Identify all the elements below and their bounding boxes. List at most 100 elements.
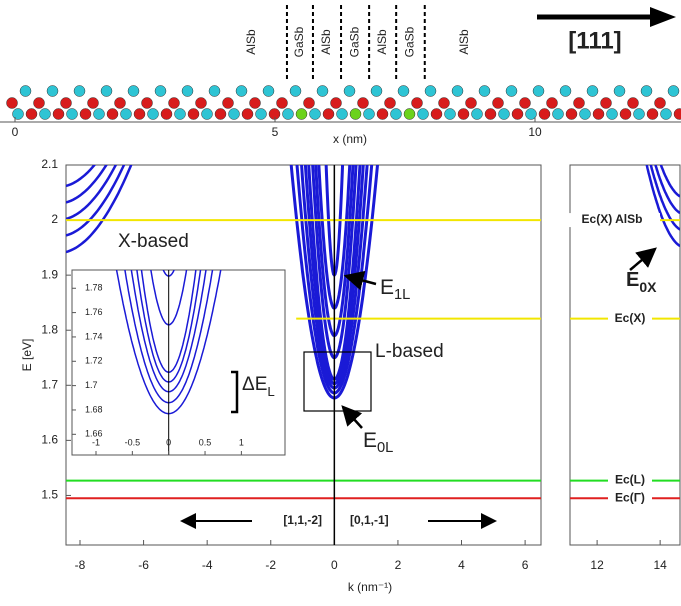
inset-y-tick-label: 1.72 [85,356,103,366]
atom [592,108,605,120]
band [136,270,202,383]
layer-label: GaSb [347,26,361,57]
arrow [629,247,657,271]
arrow [341,405,363,429]
atom [73,85,86,97]
atom [349,108,362,120]
atom [79,108,92,120]
inset-y-tick-label: 1.74 [85,331,103,341]
atom [60,97,72,109]
band [140,270,197,373]
annotation: L-based [375,341,444,362]
annotation-sub: 0L [377,440,393,456]
x-axis-label: k (nm⁻¹) [348,580,392,594]
annotation: E1L [380,276,410,303]
atom [228,108,240,120]
x-tick-label: 2 [395,558,402,572]
inset-x-tick-label: -0.5 [125,437,141,447]
arrow [343,270,377,291]
atom [471,108,483,120]
atom [660,108,672,120]
atom [505,85,518,97]
band [659,165,680,198]
atom [511,108,524,120]
direction-arrow-head [650,7,676,27]
atom [120,108,132,120]
inset-y-tick-label: 1.76 [85,307,103,317]
annotation-base: E [363,429,377,452]
atom [201,108,213,120]
annotation-sub: 0X [639,279,657,295]
atom [390,108,402,120]
atom [235,85,248,97]
atom [552,108,564,120]
y-tick-label: 1.5 [41,488,58,502]
atom [430,108,443,120]
atom [6,97,18,109]
atom [255,108,267,120]
atom [133,108,146,120]
label-bg [608,473,652,488]
atom [241,108,254,120]
x-tick-label: 0 [12,125,19,139]
atom [363,108,375,120]
atom [376,108,389,120]
atom [25,108,38,120]
atom [397,85,410,97]
bracket [231,370,239,414]
band [115,270,222,415]
atom [303,97,315,109]
atom [438,97,450,109]
annotation-base: ΔE [242,374,267,395]
atom [168,97,180,109]
atom [52,108,65,120]
atom [160,108,173,120]
atom [619,108,632,120]
atom [181,85,194,97]
annotation-base: E [380,276,394,299]
structure-x-label: x (nm) [333,132,367,146]
atom [147,108,159,120]
layer-label: AlSb [375,29,389,55]
atom [46,85,59,97]
level-label: Ec(X) AlSb [582,212,643,226]
atom [187,108,200,120]
atom [606,108,618,120]
layer-label: AlSb [319,29,333,55]
atom [282,108,294,120]
atom [19,85,32,97]
atom [100,85,113,97]
x-tick-label: -4 [202,558,213,572]
x-tick-label: 14 [653,558,667,572]
level-label: Ec(L) [615,473,645,487]
atom [498,108,510,120]
atom [249,97,261,109]
label-bg [608,311,652,326]
atom [559,85,572,97]
atom [66,108,78,120]
atom [565,108,578,120]
annotation: ΔEL [242,374,275,399]
atom [417,108,429,120]
atom [154,85,167,97]
band [124,270,214,404]
inset-x-tick-label: 0.5 [199,437,212,447]
atom [478,85,491,97]
atom [546,97,558,109]
band [72,0,285,142]
atom [424,85,437,97]
y-tick-label: 1.8 [41,322,58,336]
plot-frame [569,164,681,546]
atom [384,97,396,109]
atom [289,85,302,97]
y-tick-label: 2.1 [41,157,58,171]
y-tick-label: 2 [51,212,58,226]
atom [484,108,497,120]
zoom-box [303,351,372,412]
band [150,270,188,326]
atom [33,97,45,109]
atom [403,108,416,120]
atom [673,108,681,120]
atom [330,97,342,109]
annotation-sub: 1L [394,287,410,303]
